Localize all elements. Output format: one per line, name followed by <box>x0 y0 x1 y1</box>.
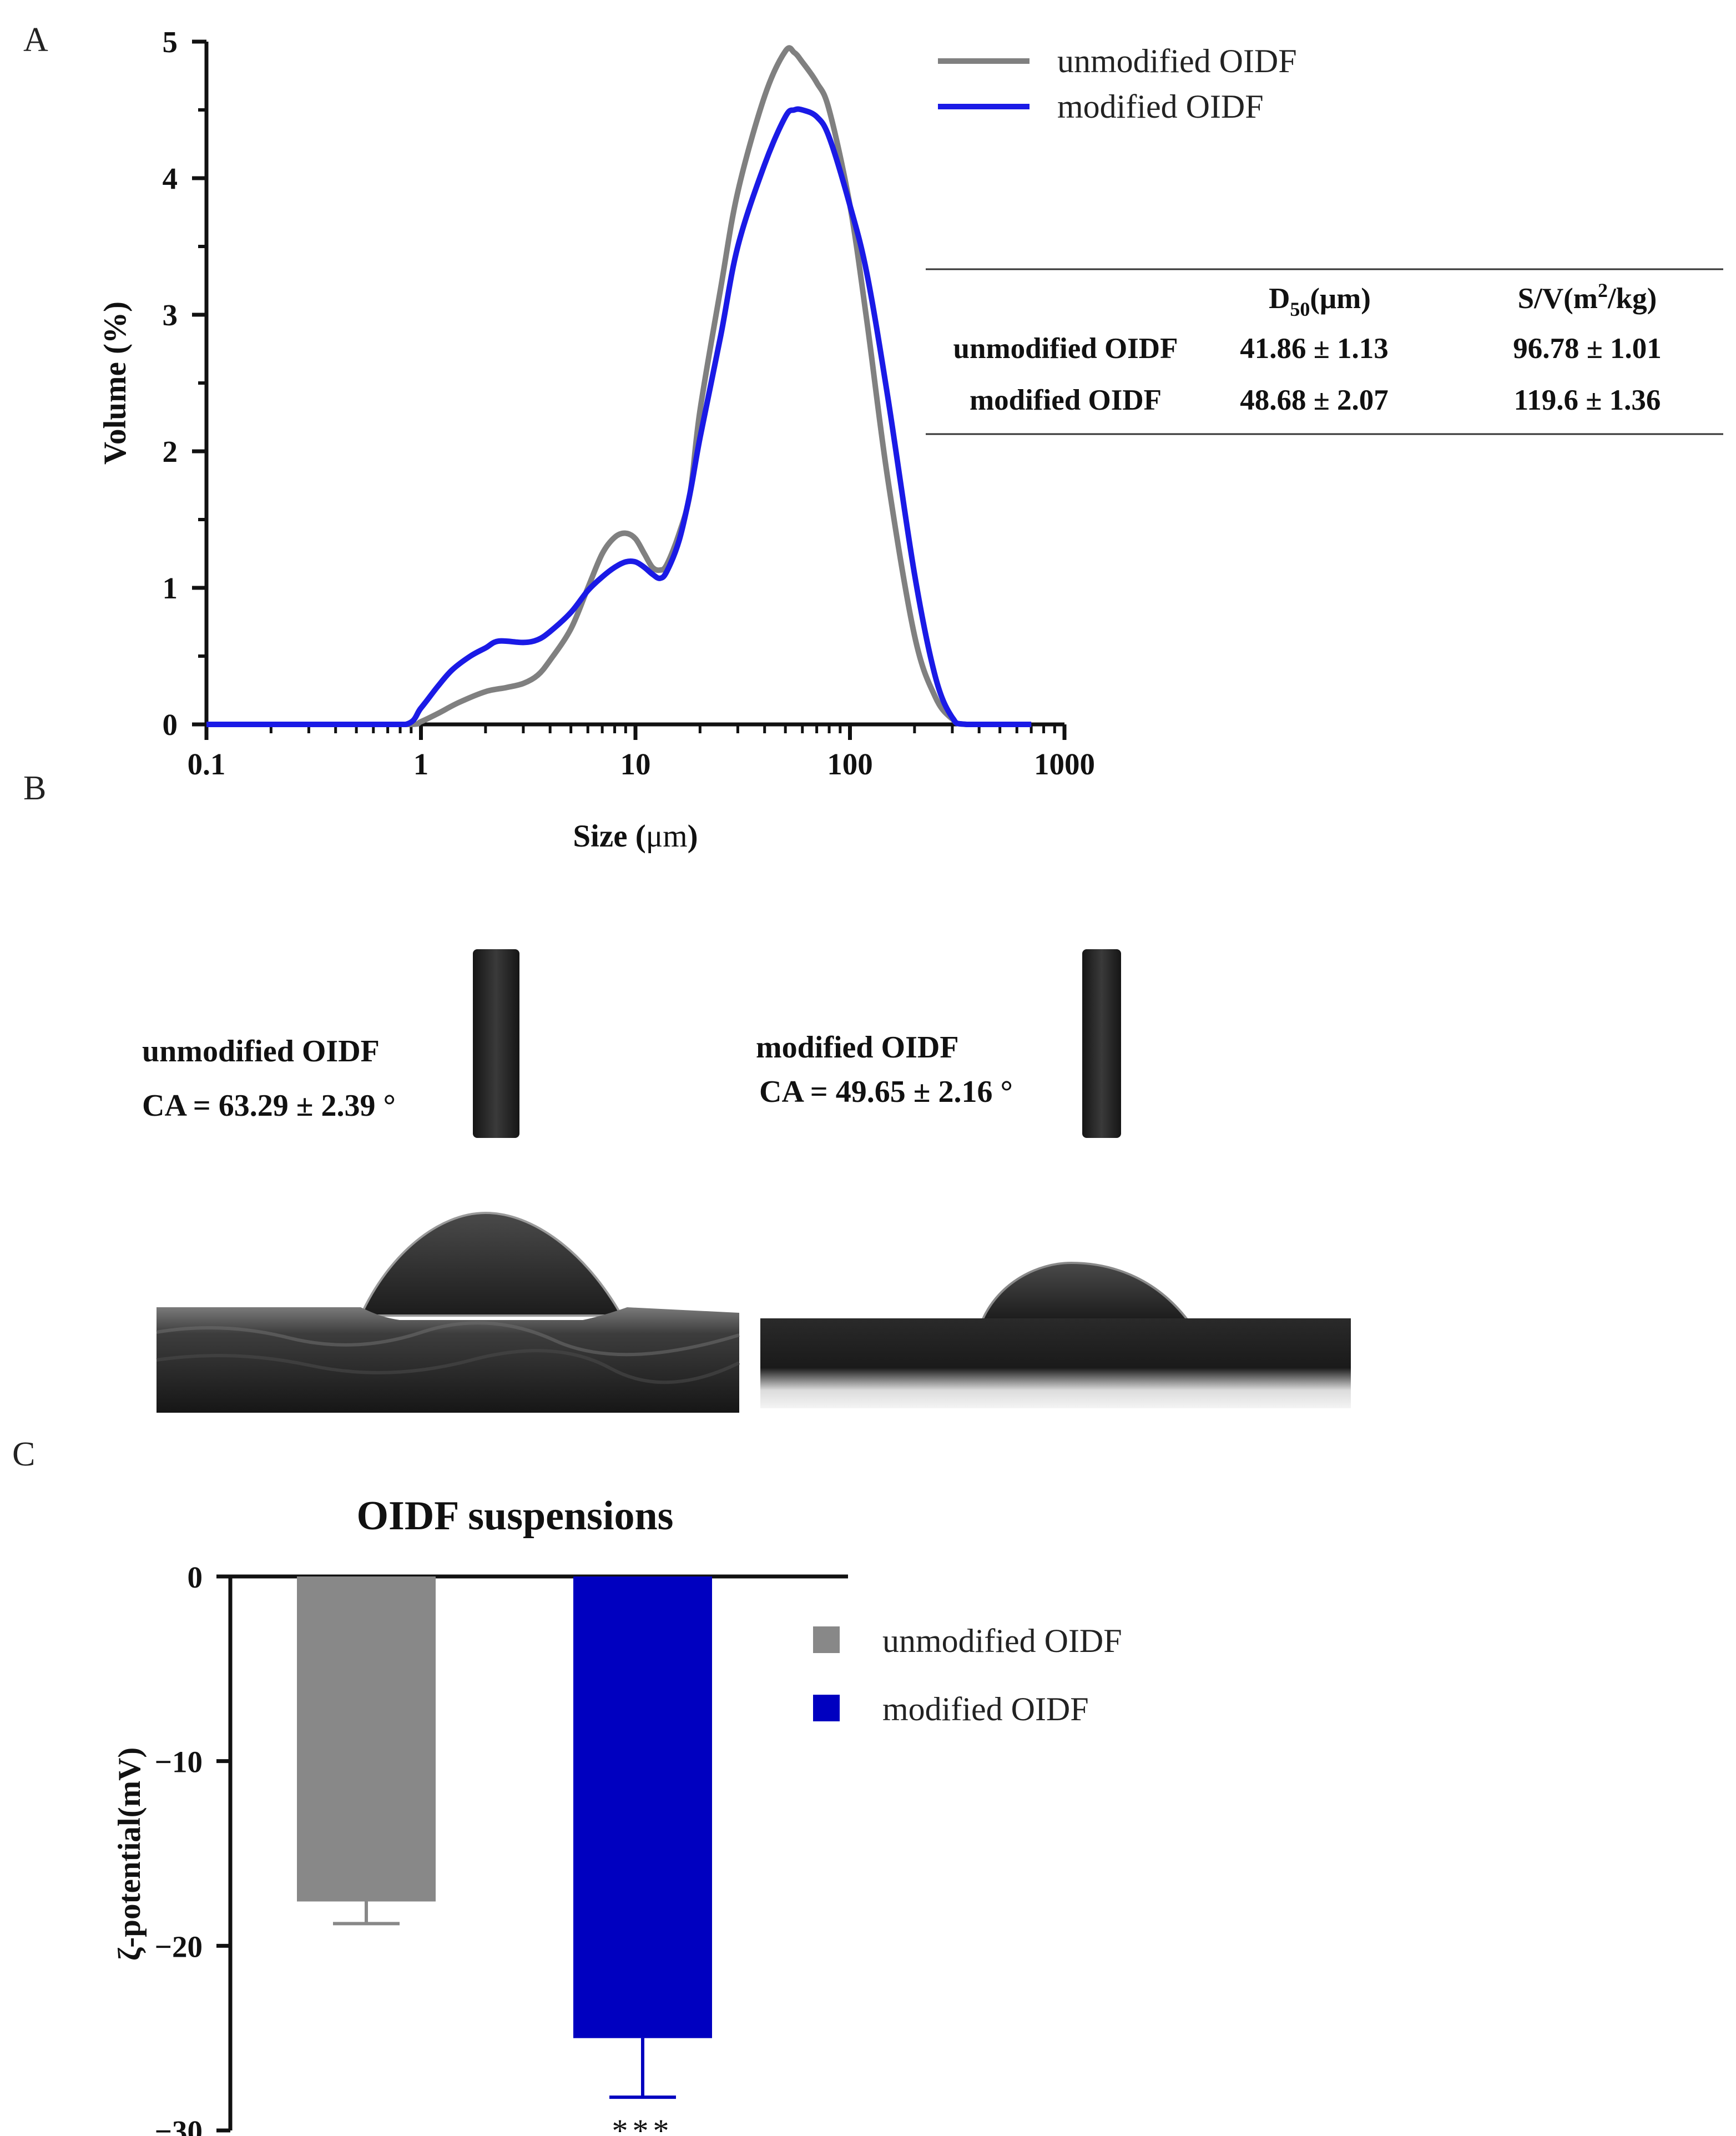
table-cell-sv-modified: 119.6 ± 1.36 <box>1514 384 1661 416</box>
droplet-modified <box>980 1261 1190 1321</box>
table-header-sv: S/V(m2/kg) <box>1518 279 1657 315</box>
table-row-label-unmodified: unmodified OIDF <box>953 333 1178 365</box>
needle-right <box>1082 949 1121 1138</box>
c-legend-label-modified: modified OIDF <box>882 1691 1089 1727</box>
c-ytick-label: −30 <box>155 2114 203 2136</box>
panel-label-a: A <box>23 21 48 59</box>
ca-value-modified: CA = 49.65 ± 2.16 ° <box>759 1075 1013 1109</box>
c-legend: unmodified OIDF modified OIDF <box>813 1623 1122 1727</box>
c-ytick-label: 0 <box>188 1560 203 1594</box>
a-ytick-label: 5 <box>163 25 178 59</box>
c-y-axis-title: ζ-potential(mV) <box>112 1747 147 1961</box>
needle-left <box>473 949 519 1138</box>
a-xtick-label: 1 <box>413 747 429 781</box>
a-xtick-label: 0.1 <box>188 747 226 781</box>
panel-label-b: B <box>23 769 46 807</box>
c-ytick-label: −10 <box>155 1745 203 1779</box>
a-legend: unmodified OIDF modified OIDF <box>938 43 1297 125</box>
zeta-potential-chart: OIDF suspensions 0 −10 −20 −30 *** ζ-potent… <box>112 1493 1122 2136</box>
table-cell-d50-unmodified: 41.86 ± 1.13 <box>1240 333 1389 365</box>
legend-label-modified: modified OIDF <box>1057 88 1264 125</box>
a-xtick-label: 100 <box>827 747 873 781</box>
a-xtick-label: 10 <box>620 747 651 781</box>
contact-angle-images: unmodified OIDF CA = 63.29 ± 2.39 ° modi… <box>142 949 1351 1413</box>
droplet-image-modified <box>760 949 1351 1408</box>
legend-swatch-modified <box>813 1695 840 1721</box>
substrate-modified <box>760 1318 1351 1408</box>
significance-marker: *** <box>612 2113 674 2136</box>
table-cell-sv-unmodified: 96.78 ± 1.01 <box>1513 333 1662 365</box>
a-x-axis-title: Size (μm) <box>573 819 698 854</box>
legend-swatch-unmodified <box>813 1626 840 1653</box>
a-y-axis-title: Volume (%) <box>98 301 133 465</box>
c-title: OIDF suspensions <box>357 1493 674 1539</box>
ca-value-unmodified: CA = 63.29 ± 2.39 ° <box>142 1089 396 1123</box>
bar-unmodified <box>297 1576 436 1902</box>
a-ytick-label: 1 <box>163 571 178 605</box>
ca-name-unmodified: unmodified OIDF <box>142 1034 380 1069</box>
c-legend-label-unmodified: unmodified OIDF <box>882 1623 1122 1659</box>
table-cell-d50-modified: 48.68 ± 2.07 <box>1240 384 1389 416</box>
summary-table: D50(μm) S/V(m2/kg) unmodified OIDF 41.86… <box>926 268 1723 435</box>
table-row-label-modified: modified OIDF <box>970 384 1162 416</box>
droplet-image-unmodified <box>156 949 740 1413</box>
a-ytick-label: 3 <box>163 298 178 332</box>
series-line-modified <box>206 106 1032 728</box>
a-ytick-label: 4 <box>163 162 178 195</box>
table-header-d50: D50(μm) <box>1269 283 1371 320</box>
bar-modified <box>573 1576 712 2038</box>
c-ytick-label: −20 <box>155 1930 203 1963</box>
panel-label-c: C <box>12 1435 35 1473</box>
a-xtick-label: 1000 <box>1034 747 1095 781</box>
legend-label-unmodified: unmodified OIDF <box>1057 43 1297 79</box>
a-ytick-label: 2 <box>163 435 178 468</box>
a-axes <box>204 42 1064 727</box>
size-distribution-chart: 0 1 2 3 4 5 0.1 1 10 100 1000 Volume (%) Size (μm… <box>98 25 1723 854</box>
droplet-unmodified <box>359 1211 624 1317</box>
a-ytick-label: 0 <box>163 708 178 742</box>
ca-name-modified: modified OIDF <box>756 1030 959 1065</box>
substrate-unmodified <box>157 1307 739 1413</box>
series-line-unmodified <box>206 45 1032 728</box>
